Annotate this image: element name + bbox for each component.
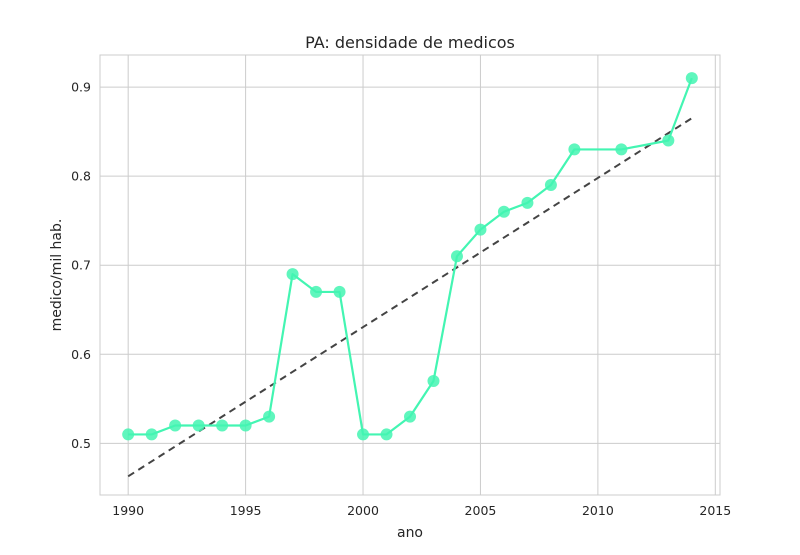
y-tick-label: 0.8 bbox=[71, 169, 91, 184]
x-tick-label: 2005 bbox=[465, 503, 497, 518]
data-point bbox=[169, 419, 182, 432]
y-tick-label: 0.6 bbox=[71, 347, 91, 362]
data-point bbox=[239, 419, 252, 432]
y-tick-label: 0.5 bbox=[71, 436, 91, 451]
data-point bbox=[662, 134, 675, 147]
data-point bbox=[380, 428, 393, 441]
data-point bbox=[568, 143, 581, 156]
plot-background bbox=[100, 55, 720, 495]
data-point bbox=[263, 410, 276, 423]
x-tick-label: 2010 bbox=[582, 503, 614, 518]
y-axis-label: medico/mil hab. bbox=[49, 219, 65, 332]
data-point bbox=[497, 205, 510, 218]
data-point bbox=[333, 285, 346, 298]
y-tick-label: 0.7 bbox=[71, 258, 91, 273]
data-point bbox=[122, 428, 135, 441]
plot-frame bbox=[99, 54, 721, 496]
grid bbox=[100, 55, 720, 495]
data-point bbox=[615, 143, 628, 156]
data-point bbox=[286, 268, 299, 281]
data-point bbox=[310, 285, 323, 298]
x-tick-label: 1995 bbox=[230, 503, 262, 518]
tick-labels: 1990 1995 2000 2005 2010 2015 0.5 0.6 0.7 0.8 0.9 bbox=[71, 80, 731, 518]
x-tick-label: 1990 bbox=[112, 503, 144, 518]
data-point bbox=[685, 72, 698, 85]
y-tick-label: 0.9 bbox=[71, 80, 91, 95]
trend-line-layer bbox=[127, 117, 693, 478]
x-axis-label: ano bbox=[397, 525, 423, 541]
data-point bbox=[216, 419, 229, 432]
data-point bbox=[404, 410, 416, 423]
series-layer bbox=[122, 72, 698, 441]
chart-title: PA: densidade de medicos bbox=[305, 33, 515, 52]
x-tick-label: 2000 bbox=[347, 503, 379, 518]
data-point bbox=[357, 428, 370, 441]
data-point bbox=[192, 419, 205, 432]
data-point bbox=[450, 250, 463, 263]
trend-line bbox=[127, 117, 693, 478]
data-point bbox=[427, 374, 440, 387]
data-point bbox=[474, 223, 487, 236]
data-point bbox=[521, 196, 534, 209]
data-point bbox=[544, 179, 557, 192]
data-point bbox=[145, 428, 158, 441]
x-tick-label: 2015 bbox=[699, 503, 731, 518]
